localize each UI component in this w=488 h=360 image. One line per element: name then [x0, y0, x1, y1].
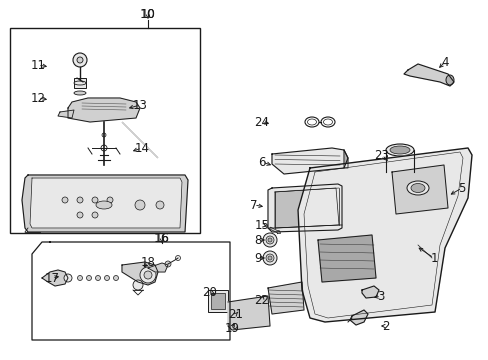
Circle shape — [133, 280, 142, 290]
Bar — [210, 293, 224, 309]
Circle shape — [104, 275, 109, 280]
Circle shape — [135, 200, 145, 210]
Circle shape — [73, 53, 87, 67]
Circle shape — [267, 238, 271, 242]
Circle shape — [102, 133, 106, 137]
Text: 11: 11 — [30, 59, 45, 72]
Circle shape — [92, 212, 98, 218]
Circle shape — [267, 256, 271, 260]
Text: 13: 13 — [132, 99, 147, 112]
Polygon shape — [317, 235, 375, 282]
Text: 20: 20 — [202, 285, 217, 298]
Circle shape — [62, 197, 68, 203]
Circle shape — [101, 145, 107, 151]
Circle shape — [164, 261, 171, 267]
Circle shape — [263, 233, 276, 247]
Circle shape — [107, 197, 113, 203]
Text: 1: 1 — [429, 252, 437, 265]
Polygon shape — [122, 262, 158, 285]
Text: 23: 23 — [374, 149, 388, 162]
Circle shape — [113, 275, 118, 280]
FancyArrow shape — [269, 227, 280, 234]
Polygon shape — [122, 122, 158, 158]
Polygon shape — [361, 286, 378, 298]
Text: 18: 18 — [140, 256, 155, 269]
Polygon shape — [148, 263, 168, 272]
Circle shape — [64, 274, 72, 282]
Circle shape — [156, 201, 163, 209]
Circle shape — [263, 251, 276, 265]
Polygon shape — [271, 148, 347, 174]
Circle shape — [265, 236, 273, 244]
Circle shape — [175, 256, 180, 261]
Circle shape — [77, 275, 82, 280]
Ellipse shape — [385, 166, 413, 178]
Ellipse shape — [410, 184, 424, 193]
Text: 3: 3 — [377, 289, 384, 302]
Ellipse shape — [385, 144, 413, 156]
Text: 6: 6 — [258, 156, 265, 168]
Ellipse shape — [445, 75, 453, 85]
Polygon shape — [267, 282, 304, 314]
Circle shape — [265, 254, 273, 262]
Circle shape — [77, 197, 83, 203]
Polygon shape — [274, 188, 338, 228]
Text: 16: 16 — [154, 231, 169, 244]
Bar — [74, 78, 86, 88]
Ellipse shape — [74, 91, 86, 95]
Text: 10: 10 — [140, 8, 155, 21]
Polygon shape — [227, 296, 269, 330]
Text: 2: 2 — [382, 320, 389, 333]
Polygon shape — [343, 150, 347, 168]
Bar — [10, 28, 200, 233]
Circle shape — [140, 267, 156, 283]
Text: 9: 9 — [254, 252, 261, 265]
Circle shape — [77, 57, 83, 63]
Circle shape — [143, 271, 152, 279]
Polygon shape — [403, 64, 453, 86]
Circle shape — [77, 212, 83, 218]
Circle shape — [92, 197, 98, 203]
Polygon shape — [30, 178, 182, 228]
Polygon shape — [391, 165, 447, 214]
Text: 7: 7 — [250, 198, 257, 212]
Polygon shape — [267, 184, 341, 232]
Ellipse shape — [96, 201, 112, 209]
Text: 14: 14 — [134, 141, 149, 154]
Ellipse shape — [406, 181, 428, 195]
Text: 5: 5 — [457, 181, 465, 194]
Polygon shape — [68, 98, 140, 122]
Text: 12: 12 — [30, 91, 45, 104]
Text: 21: 21 — [228, 307, 243, 320]
Bar — [207, 290, 227, 312]
Text: 19: 19 — [224, 321, 239, 334]
Ellipse shape — [389, 146, 409, 154]
Polygon shape — [58, 110, 74, 118]
Text: 22: 22 — [254, 293, 269, 306]
Polygon shape — [297, 148, 471, 322]
Polygon shape — [42, 270, 68, 286]
Polygon shape — [349, 310, 367, 325]
Polygon shape — [22, 175, 187, 232]
Circle shape — [95, 275, 101, 280]
Text: 4: 4 — [440, 55, 448, 68]
Text: 17: 17 — [44, 271, 60, 284]
Text: 8: 8 — [254, 234, 261, 247]
Circle shape — [86, 275, 91, 280]
Text: 15: 15 — [254, 219, 269, 231]
Ellipse shape — [74, 81, 86, 85]
Text: 10: 10 — [140, 8, 156, 21]
Text: 16: 16 — [154, 231, 169, 244]
Text: 24: 24 — [254, 116, 269, 129]
